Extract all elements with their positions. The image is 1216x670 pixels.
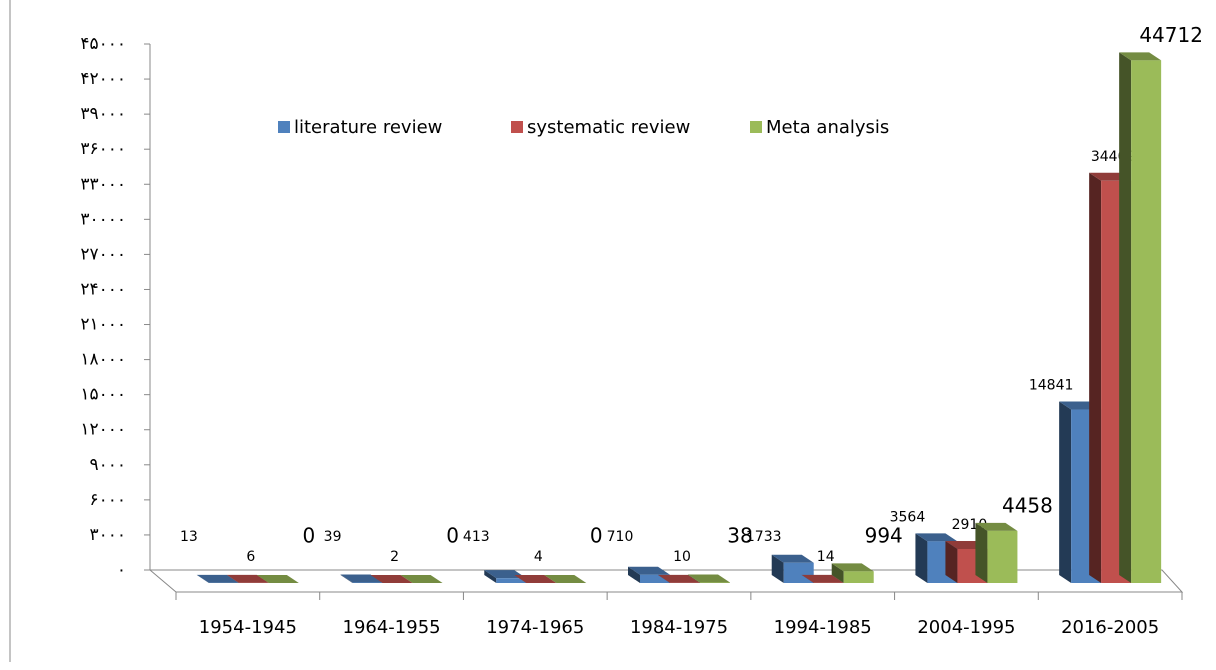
bar [640, 574, 670, 583]
data-label: 2 [390, 549, 399, 565]
x-tick-label: 2004-1995 [917, 617, 1015, 638]
data-label: 0 [446, 524, 459, 548]
x-tick-label: 1974-1965 [486, 617, 584, 638]
data-label: 13 [180, 529, 198, 545]
bar-side [196, 574, 209, 583]
y-tick-label: ۳۹۰۰۰ [80, 104, 126, 124]
y-tick-label: ۲۴۰۰۰ [80, 279, 126, 299]
data-label: 1733 [746, 529, 782, 545]
bar-top [1119, 52, 1162, 61]
bar-top [544, 575, 587, 583]
y-tick-label: ۳۰۰۰ [89, 525, 126, 545]
y-tick-label: ۱۵۰۰۰ [80, 385, 126, 405]
bar-top [801, 574, 844, 583]
data-label: 14841 [1029, 378, 1074, 394]
bar-side [975, 522, 988, 583]
legend-swatch [511, 121, 523, 133]
data-label: 39 [324, 529, 342, 545]
bar-top [628, 566, 670, 575]
bar-top [340, 574, 383, 583]
bar-top [484, 570, 527, 579]
x-tick-label: 1954-1945 [199, 617, 297, 638]
data-label: 710 [607, 529, 634, 545]
y-tick-label: ۰ [117, 560, 126, 580]
y-tick-label: ۱۸۰۰۰ [80, 350, 126, 370]
bar [1131, 60, 1162, 584]
data-label: 44712 [1139, 23, 1203, 47]
data-label: 4458 [1002, 493, 1053, 517]
bar-side [915, 533, 928, 583]
bar-top [514, 574, 557, 583]
legend-label: systematic review [527, 117, 690, 138]
data-label: 6 [246, 549, 255, 565]
bar-top [975, 522, 1018, 531]
data-label: 3564 [890, 509, 926, 525]
x-tick-label: 1964-1955 [343, 617, 441, 638]
x-tick-label: 2016-2005 [1061, 617, 1159, 638]
bar-top [658, 574, 700, 583]
bar-side [340, 574, 353, 583]
bar-side [1119, 52, 1132, 584]
bar-side [801, 574, 814, 583]
y-tick-label: ۹۰۰۰ [89, 455, 126, 475]
bar [987, 530, 1018, 583]
bar-side [945, 540, 958, 583]
bar-side [484, 570, 497, 583]
bar-side [1059, 401, 1072, 583]
bar-side [628, 566, 640, 583]
bar-top [370, 574, 413, 583]
bar-top [196, 574, 239, 583]
bar-side [226, 574, 239, 583]
bar [843, 571, 874, 583]
y-tick-label: ۱۲۰۰۰ [80, 420, 126, 440]
data-label: 994 [865, 524, 903, 548]
y-tick-label: ۶۰۰۰ [89, 490, 126, 510]
data-label: 10 [673, 549, 691, 565]
y-tick-label: ۳۳۰۰۰ [80, 174, 126, 194]
bar-side [771, 554, 784, 583]
bar [496, 578, 527, 583]
data-label: 0 [302, 524, 315, 548]
bar-side [514, 574, 527, 583]
legend-label: Meta analysis [766, 117, 889, 138]
y-tick-label: ۴۵۰۰۰ [80, 34, 126, 54]
y-tick-label: ۳۶۰۰۰ [80, 139, 126, 159]
legend-label: literature review [294, 117, 442, 138]
data-label: 4 [534, 549, 543, 565]
y-tick-label: ۳۰۰۰۰ [80, 209, 126, 229]
bar-side [831, 563, 844, 583]
legend-swatch [278, 121, 290, 133]
x-tick-label: 1984-1975 [630, 617, 728, 638]
data-label: 14 [817, 549, 835, 565]
x-tick-label: 1994-1985 [774, 617, 872, 638]
y-tick-label: ۴۲۰۰۰ [80, 69, 126, 89]
data-label: 0 [590, 524, 603, 548]
bar-side [688, 574, 700, 583]
bar-top [831, 563, 874, 572]
bar-side [1089, 172, 1102, 583]
bar-top [400, 575, 443, 583]
data-label: 38 [727, 524, 752, 548]
bar-top [771, 554, 814, 563]
bar-side [370, 574, 383, 583]
data-label: 413 [463, 529, 490, 545]
bar-side [658, 574, 670, 583]
bar-top [226, 574, 269, 583]
bar-top [915, 533, 958, 542]
y-tick-label: ۲۱۰۰۰ [80, 315, 126, 335]
bar-top [256, 575, 299, 583]
bar-top [688, 574, 730, 583]
legend-swatch [750, 121, 762, 133]
y-tick-label: ۲۷۰۰۰ [80, 244, 126, 264]
